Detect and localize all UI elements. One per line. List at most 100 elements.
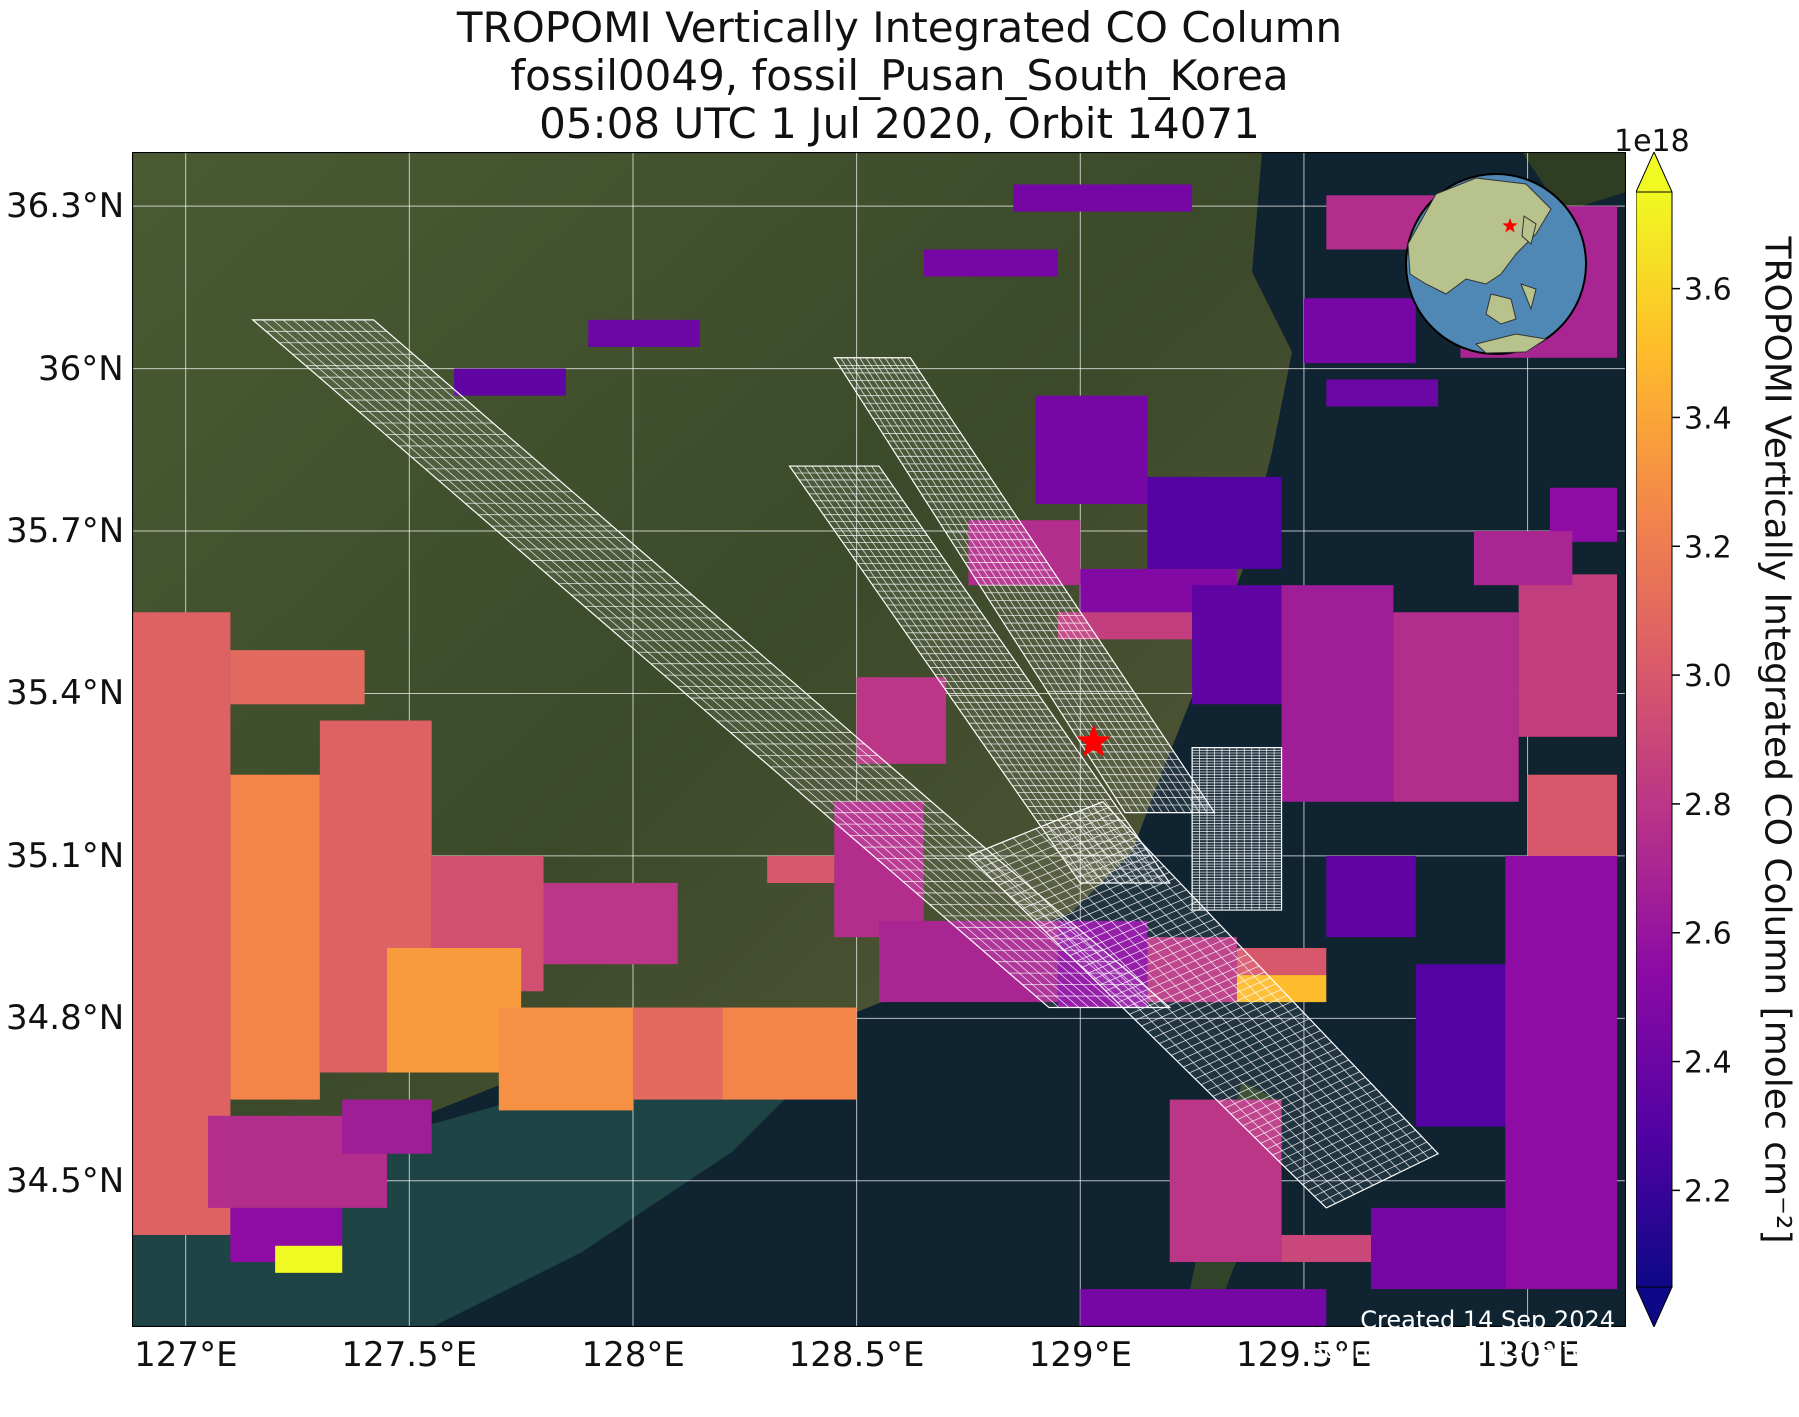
colorbar-label: TROPOMI Vertically Integrated CO Column … <box>1756 236 1798 1244</box>
swath-grid-line <box>1230 1059 1349 1115</box>
co-pixel <box>1281 1234 1372 1263</box>
swath-grid-line <box>1093 924 1221 980</box>
swath-grid-line <box>1039 871 1170 927</box>
swath-grid-line <box>1218 1047 1338 1103</box>
co-pixel <box>230 774 320 1100</box>
colorbar-gradient <box>1636 191 1673 1288</box>
lat-tick-label: 34.5°N <box>6 1160 125 1201</box>
swath-grid-line <box>1004 836 1137 892</box>
inset-globe-sea-islands <box>1474 283 1548 354</box>
lat-tick-label: 36.3°N <box>6 186 125 227</box>
co-pixel <box>1393 612 1519 802</box>
co-pixel <box>588 319 701 347</box>
co-pixel <box>1326 855 1416 938</box>
swath-grid-line <box>1087 918 1215 974</box>
colorbar-ticks: 2.2 2.4 2.6 2.8 3.0 3.2 3.4 3.6 <box>1672 273 1732 1209</box>
swath-grid-line <box>1051 883 1182 939</box>
lon-tick-label: 129°E <box>1028 1335 1133 1375</box>
swath-grid-line <box>1063 895 1193 951</box>
swath-grid-line <box>1075 906 1204 962</box>
map-panel[interactable] <box>132 152 1626 1327</box>
co-pixel <box>1281 585 1394 802</box>
swath-grid-line <box>1111 942 1238 998</box>
lon-tick-label: 130°E <box>1476 1335 1580 1375</box>
lon-tick-label: 127.5°E <box>341 1335 478 1375</box>
co-pixel <box>1527 774 1618 856</box>
swath-grid-line <box>1308 1135 1422 1191</box>
title-line-1: TROPOMI Vertically Integrated CO Column <box>456 3 1343 52</box>
swath-grid-line <box>1123 953 1249 1009</box>
lat-tick-label: 35.7°N <box>6 511 125 552</box>
swath-grid-line <box>986 818 1120 874</box>
swath-grid-line <box>998 830 1131 886</box>
co-pixel <box>1303 298 1416 364</box>
co-pixel <box>1080 1289 1327 1327</box>
co-pixel <box>1236 947 1327 976</box>
swath-grid-line <box>1272 1100 1388 1156</box>
swath-grid-line <box>1033 865 1165 921</box>
co-pixel <box>275 1245 343 1273</box>
target-swath-layer <box>251 319 1440 1209</box>
swath-grid-line <box>992 824 1126 880</box>
swath-grid-line <box>1284 1112 1400 1168</box>
swath-grid-line <box>1010 842 1142 898</box>
co-pixel <box>454 368 566 396</box>
co-pixel <box>342 1099 432 1154</box>
swath-grid-line <box>1171 1000 1293 1056</box>
target-swath <box>1191 747 1283 911</box>
colorbar-tick-label: 3.6 <box>1684 273 1732 308</box>
lat-tick-label: 36°N <box>38 348 124 389</box>
swath-grid-line <box>1159 989 1282 1044</box>
site-marker-layer <box>1076 724 1111 757</box>
co-pixel <box>632 1007 723 1100</box>
swath-grid-line <box>1200 1030 1321 1086</box>
co-pixel <box>923 249 1058 277</box>
swath-grid-line <box>1117 948 1243 1003</box>
colorbar-tick-label: 3.0 <box>1684 659 1732 694</box>
swath-grid-line <box>1314 1141 1428 1197</box>
co-pixel <box>1147 476 1282 569</box>
swath-grid-line <box>1188 1018 1310 1074</box>
colorbar: 2.2 2.4 2.6 2.8 3.0 3.2 3.4 3.6 <box>1636 152 1732 1327</box>
swath-grid-line <box>1254 1082 1372 1138</box>
swath-grid-line <box>1147 977 1271 1033</box>
swath-grid-line <box>1177 1006 1299 1062</box>
swath-grid-line <box>1242 1071 1361 1127</box>
target-swath <box>788 465 1171 884</box>
swath-grid-line <box>1183 1012 1305 1068</box>
japan-honshu-land <box>1522 152 1626 212</box>
target-swath <box>967 801 1440 1209</box>
swath-grid-line <box>1057 889 1187 945</box>
co-pixel <box>230 650 365 705</box>
swath-grid-line <box>1135 965 1260 1021</box>
swath-grid-line <box>1320 1147 1433 1203</box>
credit-block: Created 14 Sep 2024 Source: NASA/JPL-Cal… <box>1308 1305 1615 1365</box>
title-line-2: fossil0049, fossil_Pusan_South_Korea <box>510 51 1289 100</box>
co-pixel <box>498 1007 633 1111</box>
target-swath <box>251 319 1172 1009</box>
map-border <box>132 152 1626 1327</box>
red-star-icon <box>1076 724 1111 757</box>
lat-tick-label: 34.8°N <box>6 998 125 1039</box>
co-pixel <box>1473 531 1573 586</box>
swath-grid-line <box>1212 1041 1333 1097</box>
swath-grid-line <box>1045 877 1176 933</box>
lon-tick-label: 128.5°E <box>788 1335 925 1375</box>
swath-grid-line <box>1069 901 1198 957</box>
co-pixel <box>1505 855 1618 1290</box>
lat-tick-label: 35.4°N <box>6 673 125 714</box>
colorbar-tick-label: 2.4 <box>1684 1046 1732 1081</box>
swath-grid-line <box>1260 1088 1377 1144</box>
credit-created: Created 14 Sep 2024 <box>1360 1306 1615 1334</box>
swath-grid-line <box>1165 994 1288 1050</box>
swath-grid-line <box>1027 860 1159 915</box>
swath-grid-line <box>1236 1065 1355 1121</box>
swath-grid-line <box>1266 1094 1383 1150</box>
swath-grid-line <box>1248 1077 1366 1132</box>
co-pixel <box>722 1007 857 1100</box>
co-pixel-layer <box>132 184 1618 1327</box>
colorbar-lower-extend <box>1636 1286 1673 1327</box>
co-pixel <box>1035 395 1148 504</box>
lon-tick-label: 128°E <box>581 1335 685 1375</box>
co-pixel <box>1057 612 1193 640</box>
